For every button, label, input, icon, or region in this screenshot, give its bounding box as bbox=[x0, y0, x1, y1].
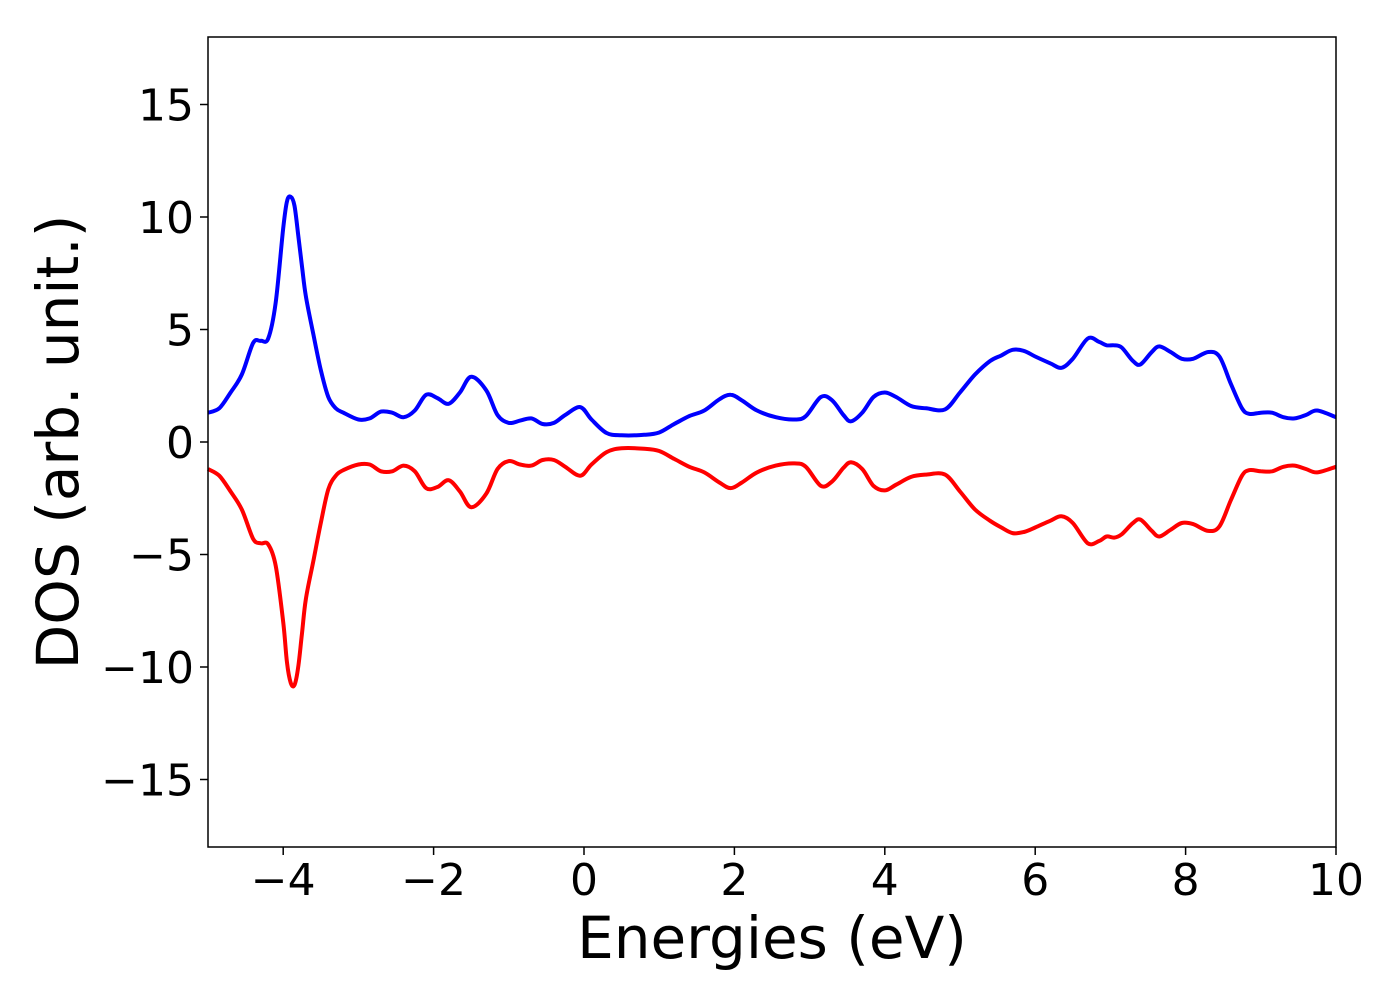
series-layer bbox=[206, 194, 1337, 689]
y-axis-title: DOS (arb. unit.) bbox=[24, 215, 92, 670]
y-tick-label: 0 bbox=[166, 418, 194, 469]
x-tick-label: −2 bbox=[401, 855, 466, 906]
series-line-spin-down bbox=[206, 446, 1337, 689]
y-tick-label: 5 bbox=[166, 306, 194, 357]
x-axis-ticks: −4 −2 0 2 4 6 8 10 bbox=[251, 847, 1364, 906]
x-tick-label: −4 bbox=[251, 855, 316, 906]
y-axis-ticks: −15 −10 −5 0 5 10 15 bbox=[101, 81, 208, 807]
x-tick-label: 8 bbox=[1172, 855, 1200, 906]
series-line-spin-up bbox=[207, 194, 1337, 438]
x-axis-title: Energies (eV) bbox=[577, 904, 967, 972]
y-tick-label: −15 bbox=[101, 756, 194, 807]
y-tick-label: 10 bbox=[138, 193, 194, 244]
x-tick-label: 2 bbox=[720, 855, 748, 906]
y-tick-label: −10 bbox=[101, 643, 194, 694]
plot-frame bbox=[207, 36, 1337, 848]
x-tick-label: 10 bbox=[1308, 855, 1364, 906]
y-tick-label: −5 bbox=[129, 531, 194, 582]
y-tick-label: 15 bbox=[138, 81, 194, 132]
x-tick-label: 6 bbox=[1021, 855, 1049, 906]
x-tick-label: 4 bbox=[871, 855, 899, 906]
x-tick-label: 0 bbox=[570, 855, 598, 906]
